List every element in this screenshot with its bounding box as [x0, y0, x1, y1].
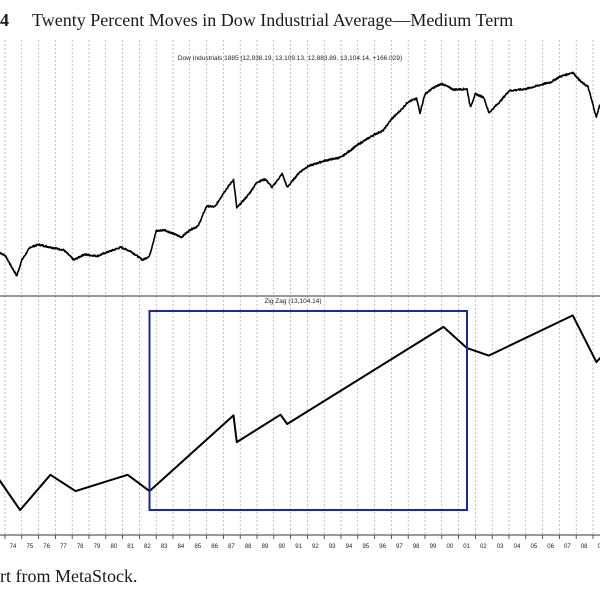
- figure-title: 4 Twenty Percent Moves in Dow Industrial…: [0, 2, 600, 36]
- dow-price-line: [0, 71, 600, 277]
- zigzag-line: [0, 314, 600, 512]
- x-tick-label: 78: [77, 544, 84, 550]
- x-tick-label: 86: [211, 544, 218, 550]
- x-tick-label: 91: [295, 544, 302, 550]
- x-tick-label: 08: [581, 544, 588, 550]
- figure-caption: rt from MetaStock.: [0, 566, 138, 586]
- x-tick-label: 75: [26, 544, 33, 550]
- bottom-panel-title: Zig Zag (13,104.14): [264, 298, 321, 305]
- chart-area: Dow Industrials 1885 (12,938.19, 13,109.…: [0, 40, 600, 555]
- x-tick-label: 89: [262, 544, 269, 550]
- bottom-series-layer: [0, 314, 600, 512]
- top-panel-title: Dow Industrials 1885 (12,938.19, 13,109.…: [178, 55, 402, 62]
- top-series-layer: [0, 71, 600, 277]
- x-tick-label: 06: [547, 544, 554, 550]
- x-tick-label: 94: [346, 544, 353, 550]
- x-tick-label: 88: [245, 544, 252, 550]
- x-tick-label: 95: [362, 544, 369, 550]
- x-tick-label: 81: [127, 544, 134, 550]
- x-tick-label: 97: [396, 544, 403, 550]
- x-tick-label: 84: [178, 544, 185, 550]
- x-tick-label: 85: [194, 544, 201, 550]
- x-tick-label: 07: [564, 544, 571, 550]
- x-tick-label: 04: [514, 544, 521, 550]
- figure-number: 4: [0, 10, 9, 30]
- x-tick-label: 96: [379, 544, 386, 550]
- x-tick-label: 92: [312, 544, 319, 550]
- x-tick-label: 03: [497, 544, 504, 550]
- chart-svg: Dow Industrials 1885 (12,938.19, 13,109.…: [0, 40, 600, 550]
- x-tick-label: 05: [530, 544, 537, 550]
- x-tick-label: 82: [144, 544, 151, 550]
- x-tick-label: 98: [413, 544, 420, 550]
- x-tick-label: 87: [228, 544, 235, 550]
- x-tick-label: 76: [43, 544, 50, 550]
- x-tick-label: 83: [161, 544, 168, 550]
- highlight-box: [148, 310, 468, 511]
- grid-layer: [4, 40, 594, 535]
- x-axis-ticks: 74 75 76 77 78 79 80 81 82 83 84 85 86 87 88 89 90 91 92 93…: [4, 535, 600, 550]
- x-tick-label: 77: [60, 544, 67, 550]
- figure-title-text: Twenty Percent Moves in Dow Industrial A…: [32, 10, 514, 30]
- x-tick-label: 09: [598, 544, 600, 550]
- x-tick-label: 99: [430, 544, 437, 550]
- x-tick-label: 79: [94, 544, 101, 550]
- x-tick-label: 74: [10, 544, 17, 550]
- x-tick-label: 80: [110, 544, 117, 550]
- x-tick-label: 02: [480, 544, 487, 550]
- x-tick-label: 93: [329, 544, 336, 550]
- annotation-layer: [148, 310, 468, 511]
- x-tick-label: 01: [463, 544, 470, 550]
- x-tick-label: 00: [446, 544, 453, 550]
- x-tick-label: 90: [278, 544, 285, 550]
